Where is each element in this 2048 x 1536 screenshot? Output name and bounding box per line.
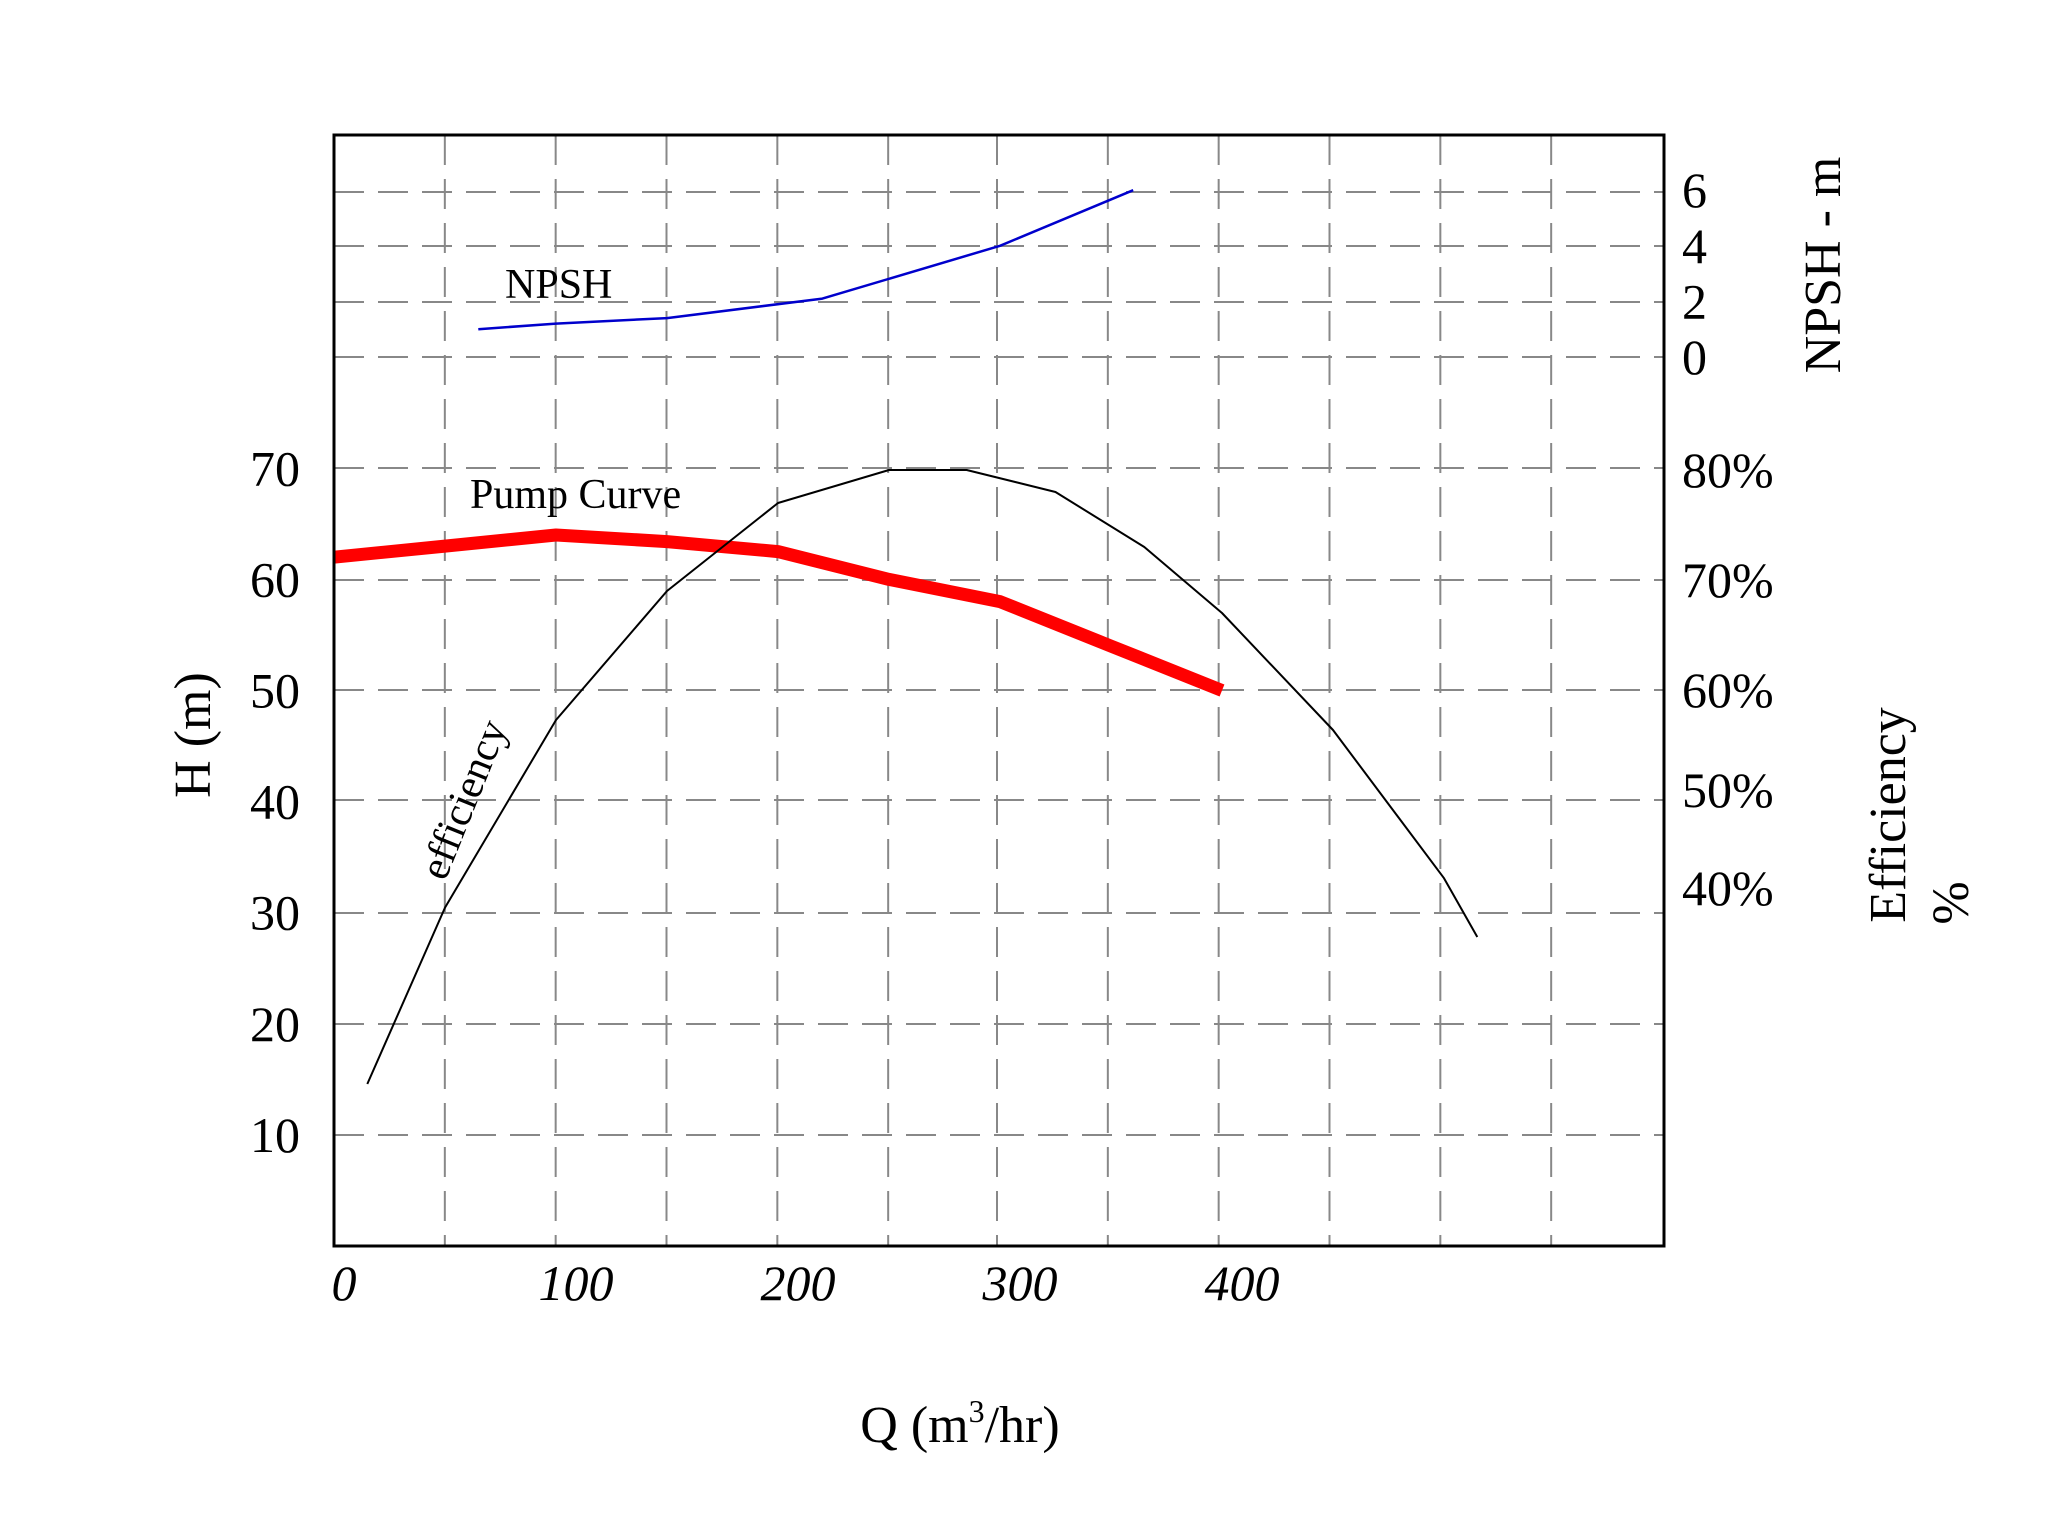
y-npsh-tick-label: 6 xyxy=(1682,162,1707,218)
pump-curve-line xyxy=(333,528,1225,697)
y-npsh-tick-label: 4 xyxy=(1682,218,1707,274)
npsh-line xyxy=(478,189,1134,331)
y-efficiency-tick-label: 60% xyxy=(1682,662,1774,718)
x-tick-label: 200 xyxy=(761,1255,836,1311)
efficiency-line xyxy=(366,469,1479,1085)
y-axis-efficiency-title-line1: Efficiency xyxy=(1860,707,1917,923)
y-efficiency-tick-label: 80% xyxy=(1682,442,1774,498)
series-layer xyxy=(333,189,1479,1085)
y-head-tick-label: 50 xyxy=(250,663,300,719)
y-head-tick-label: 20 xyxy=(250,996,300,1052)
y-head-tick-label: 40 xyxy=(250,774,300,830)
plot-frame xyxy=(332,133,1666,1248)
x-axis-title: Q (m3/hr) xyxy=(860,1393,1059,1454)
y-efficiency-tick-label: 50% xyxy=(1682,762,1774,818)
y-npsh-tick-label: 2 xyxy=(1682,273,1707,329)
tick-layer: 0 100 200 300 40010203040506070024640%50%60%… xyxy=(250,162,1774,1311)
x-tick-label: 0 xyxy=(332,1255,357,1311)
x-tick-label: 100 xyxy=(539,1255,614,1311)
y-npsh-tick-label: 0 xyxy=(1682,329,1707,385)
y-head-tick-label: 30 xyxy=(250,885,300,941)
npsh-series-label: NPSH xyxy=(505,262,612,308)
y-efficiency-tick-label: 70% xyxy=(1682,552,1774,608)
x-tick-label: 400 xyxy=(1205,1255,1280,1311)
y-head-tick-label: 70 xyxy=(250,440,300,496)
y-axis-npsh-title: NPSH - m xyxy=(1795,157,1852,374)
y-head-tick-label: 10 xyxy=(250,1107,300,1163)
y-axis-head-title: H (m) xyxy=(165,672,222,798)
pump-curve-series-label: Pump Curve xyxy=(470,472,681,518)
x-tick-label: 300 xyxy=(982,1255,1058,1311)
y-axis-efficiency-title-line2: % xyxy=(1923,881,1980,924)
y-head-tick-label: 60 xyxy=(250,551,300,607)
y-efficiency-tick-label: 40% xyxy=(1682,860,1774,916)
